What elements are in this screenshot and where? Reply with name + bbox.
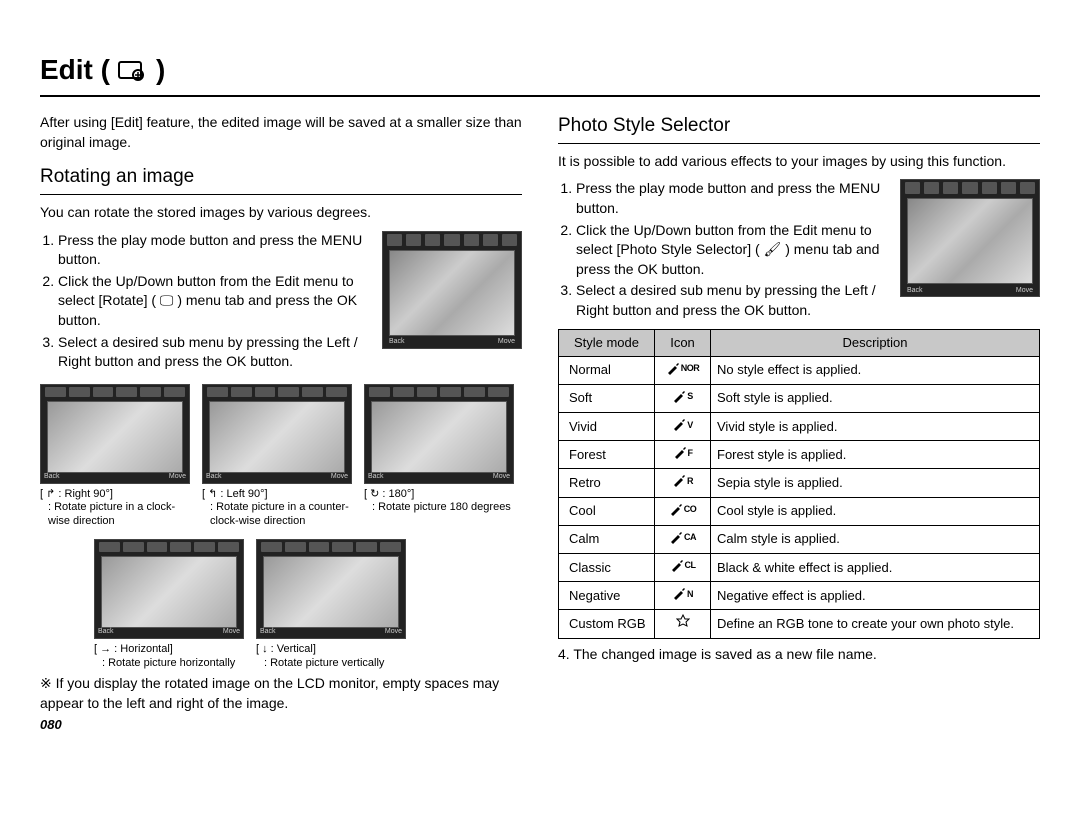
- style-mode: Soft: [559, 384, 655, 412]
- page-title-suffix: ): [156, 50, 165, 89]
- style-icon: R: [655, 469, 711, 497]
- table-row: ForestFForest style is applied.: [559, 441, 1040, 469]
- style-icon: V: [655, 413, 711, 441]
- photostyle-steps: Press the play mode button and press the…: [558, 179, 890, 322]
- preview-back: Back: [907, 286, 923, 296]
- left-intro: After using [Edit] feature, the edited i…: [40, 113, 522, 152]
- th-desc: Description: [711, 329, 1040, 356]
- left-column: After using [Edit] feature, the edited i…: [40, 113, 522, 734]
- thumbs-row-2: BackMove [ → : Horizontal] : Rotate pict…: [40, 539, 522, 671]
- preview-back: Back: [389, 337, 405, 347]
- th-icon: Icon: [655, 329, 711, 356]
- style-desc: Cool style is applied.: [711, 497, 1040, 525]
- rotating-steps: Press the play mode button and press the…: [40, 231, 372, 374]
- rotate-note: ※ If you display the rotated image on th…: [40, 674, 522, 713]
- list-item: Press the play mode button and press the…: [576, 179, 890, 218]
- style-desc: Calm style is applied.: [711, 525, 1040, 553]
- table-row: SoftSSoft style is applied.: [559, 384, 1040, 412]
- style-icon: [655, 610, 711, 638]
- table-row: CoolCOCool style is applied.: [559, 497, 1040, 525]
- table-row: Custom RGB Define an RGB tone to create y…: [559, 610, 1040, 638]
- thumbs-row-1: BackMove [ ↱ : Right 90°] : Rotate pictu…: [40, 384, 522, 529]
- right-column: Photo Style Selector It is possible to a…: [558, 113, 1040, 734]
- style-mode: Forest: [559, 441, 655, 469]
- list-item: Click the Up/Down button from the Edit m…: [58, 272, 372, 331]
- style-mode: Negative: [559, 582, 655, 610]
- style-desc: Forest style is applied.: [711, 441, 1040, 469]
- style-mode: Classic: [559, 554, 655, 582]
- list-item: Click the Up/Down button from the Edit m…: [576, 221, 890, 280]
- style-mode: Vivid: [559, 413, 655, 441]
- rotate-preview: ◆Rotate Back Move: [382, 231, 522, 349]
- list-item: Press the play mode button and press the…: [58, 231, 372, 270]
- table-row: RetroRSepia style is applied.: [559, 469, 1040, 497]
- style-icon: CO: [655, 497, 711, 525]
- photostyle-after: 4. The changed image is saved as a new f…: [558, 645, 1040, 665]
- photostyle-desc: It is possible to add various effects to…: [558, 152, 1040, 172]
- page-number: 080: [40, 716, 522, 734]
- style-desc: Sepia style is applied.: [711, 469, 1040, 497]
- preview-move: Move: [498, 337, 515, 347]
- table-row: CalmCACalm style is applied.: [559, 525, 1040, 553]
- thumb-caption: [ → : Horizontal] : Rotate picture horiz…: [94, 643, 244, 671]
- style-icon: CL: [655, 554, 711, 582]
- style-mode: Retro: [559, 469, 655, 497]
- style-desc: Define an RGB tone to create your own ph…: [711, 610, 1040, 638]
- style-mode: Custom RGB: [559, 610, 655, 638]
- style-icon: CA: [655, 525, 711, 553]
- photostyle-preview: 🖌Photo Style Selector Back Move: [900, 179, 1040, 297]
- table-row: NormalNORNo style effect is applied.: [559, 356, 1040, 384]
- style-desc: Negative effect is applied.: [711, 582, 1040, 610]
- preview-move: Move: [1016, 286, 1033, 296]
- thumb-right90: BackMove: [40, 384, 190, 484]
- style-table: Style mode Icon Description NormalNORNo …: [558, 329, 1040, 639]
- style-desc: Soft style is applied.: [711, 384, 1040, 412]
- thumb-horizontal: BackMove: [94, 539, 244, 639]
- th-mode: Style mode: [559, 329, 655, 356]
- thumb-caption: [ ↰ : Left 90°] : Rotate picture in a co…: [202, 488, 352, 529]
- thumb-180: BackMove: [364, 384, 514, 484]
- style-mode: Normal: [559, 356, 655, 384]
- style-desc: Vivid style is applied.: [711, 413, 1040, 441]
- style-icon: N: [655, 582, 711, 610]
- style-icon: NOR: [655, 356, 711, 384]
- style-mode: Calm: [559, 525, 655, 553]
- table-row: VividVVivid style is applied.: [559, 413, 1040, 441]
- style-desc: Black & white effect is applied.: [711, 554, 1040, 582]
- table-row: ClassicCLBlack & white effect is applied…: [559, 554, 1040, 582]
- list-item: Select a desired sub menu by pressing th…: [58, 333, 372, 372]
- thumb-caption: [ ↱ : Right 90°] : Rotate picture in a c…: [40, 488, 190, 529]
- thumb-vertical: BackMove: [256, 539, 406, 639]
- rotating-title: Rotating an image: [40, 164, 522, 195]
- photostyle-title: Photo Style Selector: [558, 113, 1040, 144]
- rotating-desc: You can rotate the stored images by vari…: [40, 203, 522, 223]
- thumb-caption: [ ↻ : 180°] : Rotate picture 180 degrees: [364, 488, 514, 516]
- thumb-left90: BackMove: [202, 384, 352, 484]
- style-icon: S: [655, 384, 711, 412]
- table-row: NegativeNNegative effect is applied.: [559, 582, 1040, 610]
- style-mode: Cool: [559, 497, 655, 525]
- edit-title-icon: [118, 59, 148, 81]
- page-title: Edit ( ): [40, 50, 1040, 97]
- style-icon: F: [655, 441, 711, 469]
- style-desc: No style effect is applied.: [711, 356, 1040, 384]
- thumb-caption: [ ↓ : Vertical] : Rotate picture vertica…: [256, 643, 406, 671]
- list-item: Select a desired sub menu by pressing th…: [576, 281, 890, 320]
- page-title-prefix: Edit (: [40, 50, 110, 89]
